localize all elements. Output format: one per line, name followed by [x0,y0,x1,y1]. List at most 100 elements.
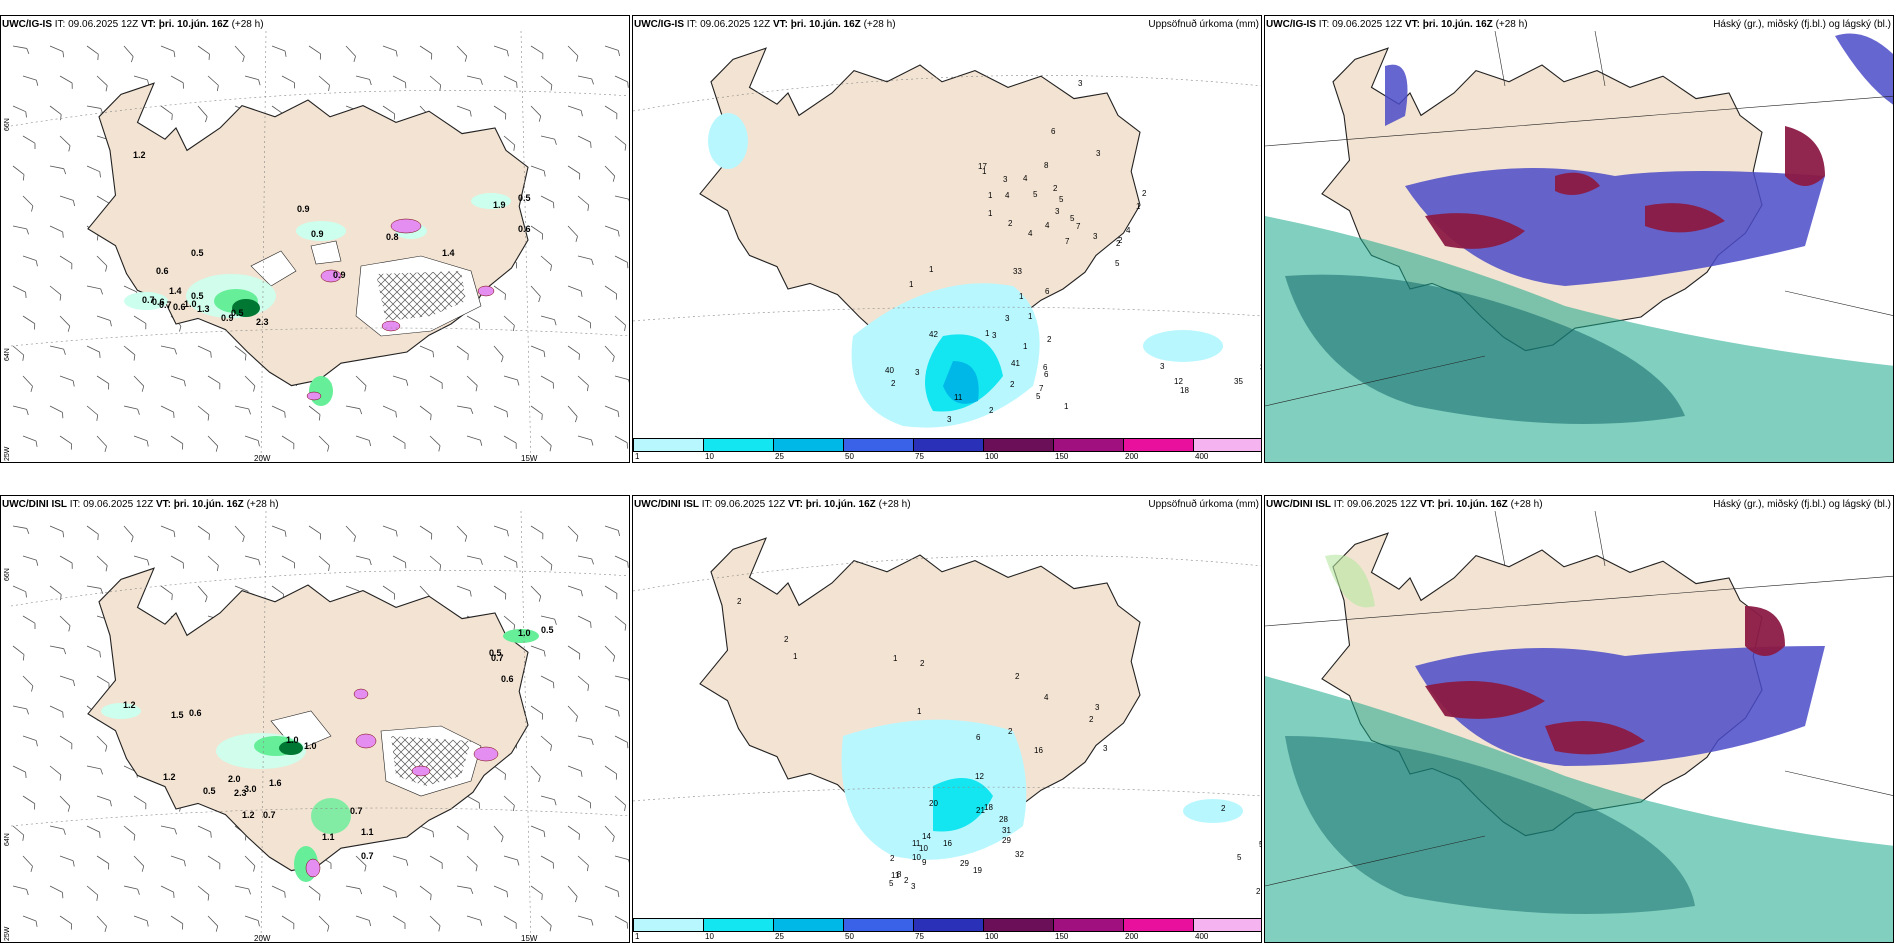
wind-barb [305,525,324,541]
map-value-label: 1 [1023,342,1028,351]
map-value-label: 2 [1010,380,1015,389]
wind-barb [315,435,332,452]
map-value-label: 35 [1234,377,1243,386]
wind-barb [491,405,511,418]
wind-barb [132,555,151,566]
lat-label-64n: 64N [4,833,11,846]
map-value-label: 4 [1023,174,1028,183]
map-value-label: 2 [891,379,896,388]
precip-fill [708,113,1223,428]
colorbar-segment [913,918,984,932]
wind-barb [57,75,76,90]
wind-barb [489,345,506,363]
wind-barb [48,645,68,655]
wind-barb [47,705,66,719]
map-value-label: 1 [893,654,898,663]
lon-label-20w: 20W [254,454,271,463]
map-value-label: 0.6 [189,708,202,718]
map-value-label: 8 [897,870,902,879]
wind-barb [564,345,583,361]
wind-barb [305,885,323,901]
map-value-label: 31 [1002,826,1011,835]
wind-barb [538,375,557,390]
lon-label-20w: 20W [254,934,271,943]
wind-barb [426,435,443,452]
wind-barb [575,615,594,629]
wind-barb [94,315,114,327]
wind-barb [526,765,543,783]
map-value-label: 11 [954,393,963,402]
wind-barb [576,75,596,85]
wind-barb [158,405,177,419]
wind-barb [243,555,262,566]
wind-barb [612,75,629,89]
wind-barb [417,345,437,358]
colorbar-tick: 100 [985,932,999,941]
map-value-label: 1.9 [493,200,506,210]
lat-label-66n: 66N [4,118,11,131]
wind-barb [11,225,31,235]
wind-barb [56,795,73,813]
map-value-label: 3 [1078,79,1083,88]
wind-barb [131,435,151,447]
wind-barb [204,375,223,390]
wind-barb [83,525,102,541]
colorbar-tick: 150 [1055,452,1069,461]
wind-barb [122,885,141,896]
wind-barb [528,345,548,358]
wind-barb [159,345,179,355]
wind-barb [612,915,629,930]
wind-barb [490,585,509,600]
colorbar-segment [633,918,704,932]
wind-barb [576,435,595,446]
glacier-hatch [250,240,482,337]
map-value-label: 1.4 [442,248,455,258]
wind-barb [526,285,543,303]
wind-barb [465,435,484,447]
wind-barb [611,615,629,631]
map-value-label: 2 [904,876,909,885]
wind-barb [158,885,177,899]
wind-barb [84,165,103,178]
panel-title: UWC/IG-IS IT: 09.06.2025 12Z VT: þri. 10… [1266,19,1528,30]
map-value-label: 6 [976,733,981,742]
map-value-label: 5 [1059,195,1064,204]
map-value-label: 40 [885,366,894,375]
colorbar-tick: 400 [1195,452,1209,461]
wind-barb [20,915,40,928]
wind-barb [241,855,258,872]
wind-barb [500,315,518,332]
map-value-label: 4 [1045,221,1050,230]
map-value-label: 2 [1089,715,1094,724]
map-value-label: 1.6 [269,778,282,788]
wind-barb [601,585,620,600]
wind-barb [455,885,475,895]
wind-barb [344,405,364,415]
wind-barb [502,375,521,386]
wind-barb [119,525,136,543]
wind-barb [611,315,629,332]
wind-barb [390,75,409,89]
wind-barb [9,645,27,661]
map-value-label: 1.2 [242,810,255,820]
map-value-label: 3.0 [244,784,257,794]
colorbar-segment [1193,438,1261,452]
map-value-label: 0.5 [541,625,554,635]
wind-barb [528,645,548,657]
wind-barb [18,855,35,873]
wind-barb [613,855,629,866]
colorbar-segment [773,438,844,452]
map-value-label: 8 [1044,161,1049,170]
wind-barb [120,345,138,361]
map-value-label: 2 [1015,672,1020,681]
wind-barb [132,75,151,86]
wind-barb [120,825,138,841]
wind-barb [602,225,622,237]
wind-barb [455,405,475,415]
wind-barb [130,375,147,393]
map-value-label: 0.7 [142,295,155,305]
colorbar-segment [843,438,914,452]
map-value-label: 0.7 [361,851,374,861]
wind-barb [194,885,212,901]
wind-barb [491,525,511,537]
